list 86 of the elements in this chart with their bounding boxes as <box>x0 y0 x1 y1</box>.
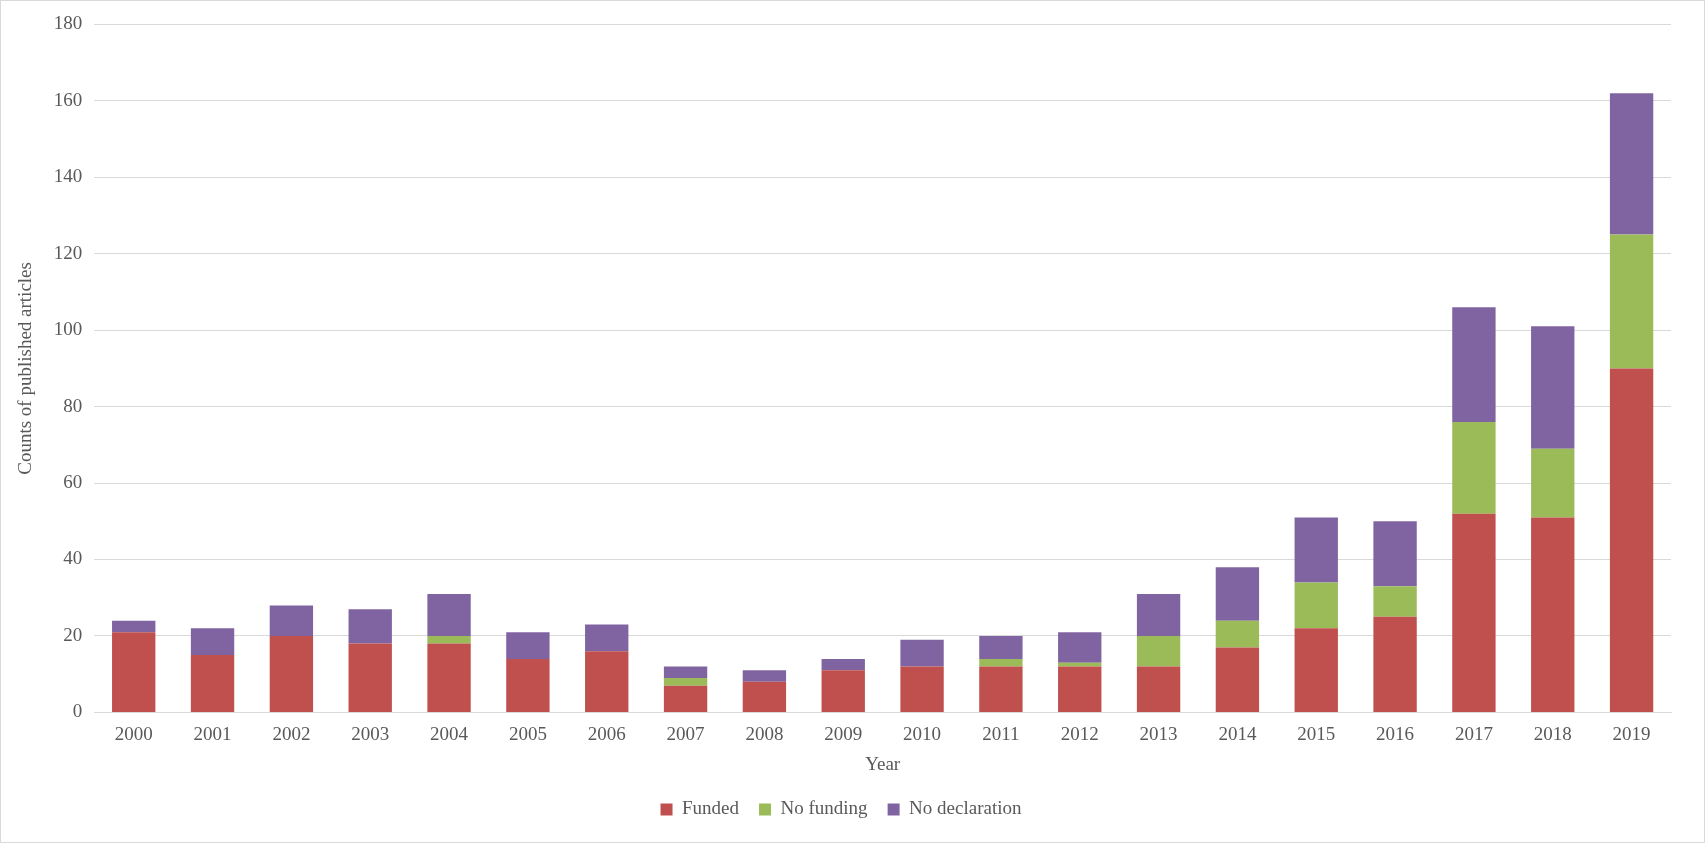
bar <box>190 655 235 712</box>
y-axis-title: Counts of published articles <box>14 262 36 475</box>
bar <box>1136 635 1181 667</box>
bar <box>1609 234 1654 369</box>
y-tick-label: 60 <box>63 471 83 493</box>
x-tick-label: 2006 <box>587 722 626 744</box>
bar <box>1294 628 1338 712</box>
bar <box>1215 620 1260 648</box>
bar <box>979 666 1023 712</box>
x-tick-label: 2019 <box>1612 722 1651 744</box>
bar <box>663 666 708 678</box>
bar <box>663 678 708 686</box>
x-tick-label: 2018 <box>1533 722 1572 744</box>
bar <box>1531 517 1575 712</box>
bar <box>427 635 471 644</box>
bar <box>1373 616 1417 712</box>
x-tick-label: 2003 <box>351 722 390 744</box>
bar <box>742 670 787 682</box>
bar <box>506 658 550 712</box>
x-tick-label: 2010 <box>903 722 942 744</box>
bar <box>663 685 708 712</box>
x-axis-title: Year <box>865 752 901 774</box>
x-tick-label: 2000 <box>114 722 153 744</box>
bar <box>1136 593 1181 636</box>
bar <box>821 658 865 671</box>
bar <box>979 658 1023 667</box>
x-tick-label: 2013 <box>1139 722 1178 744</box>
bar <box>1215 647 1260 712</box>
x-tick-label: 2015 <box>1297 722 1336 744</box>
y-tick-label: 160 <box>53 88 83 110</box>
bar <box>1294 517 1338 583</box>
x-tick-label: 2002 <box>272 722 311 744</box>
bar <box>1215 567 1260 621</box>
bar <box>348 609 392 644</box>
legend-label: No declaration <box>909 797 1022 819</box>
bar <box>112 632 156 712</box>
y-tick-label: 180 <box>53 12 83 34</box>
bar <box>821 670 865 712</box>
x-tick-label: 2007 <box>666 722 705 744</box>
x-tick-label: 2008 <box>745 722 784 744</box>
bar <box>269 635 314 712</box>
bar <box>1452 513 1496 712</box>
bar <box>1531 448 1575 518</box>
y-tick-label: 0 <box>72 700 83 722</box>
bar <box>1058 662 1102 667</box>
bar <box>1452 421 1496 514</box>
bar <box>1058 666 1102 712</box>
y-tick-label: 80 <box>63 394 83 416</box>
x-tick-label: 2005 <box>508 722 547 744</box>
x-tick-label: 2012 <box>1060 722 1099 744</box>
x-tick-label: 2004 <box>430 722 469 744</box>
x-tick-label: 2017 <box>1454 722 1493 744</box>
legend-label: Funded <box>682 797 740 819</box>
bar <box>900 639 944 667</box>
legend-label: No funding <box>780 797 869 819</box>
bar <box>112 620 156 633</box>
bar <box>1609 368 1654 712</box>
bar <box>1531 326 1575 449</box>
x-tick-label: 2009 <box>824 722 863 744</box>
bar <box>348 643 392 712</box>
bar <box>269 605 314 636</box>
bar <box>742 681 787 712</box>
y-tick-label: 20 <box>63 623 83 645</box>
bar <box>1373 586 1417 617</box>
bar <box>900 666 944 712</box>
bar <box>1294 582 1338 629</box>
bar <box>1136 666 1181 712</box>
bar <box>585 651 629 712</box>
bar <box>1609 93 1654 235</box>
bar <box>190 628 235 656</box>
x-tick-label: 2016 <box>1376 722 1415 744</box>
y-tick-label: 120 <box>53 241 83 263</box>
y-tick-label: 100 <box>53 318 83 340</box>
bar <box>1058 632 1102 663</box>
x-tick-label: 2011 <box>982 722 1020 744</box>
bar <box>1452 307 1496 422</box>
y-tick-label: 140 <box>53 165 83 187</box>
bar <box>427 643 471 712</box>
bar <box>585 624 629 652</box>
bar <box>1373 521 1417 587</box>
bar <box>979 635 1023 659</box>
bar <box>506 632 550 659</box>
bar <box>427 593 471 636</box>
x-tick-label: 2014 <box>1218 722 1257 744</box>
y-tick-label: 40 <box>63 547 83 569</box>
x-tick-label: 2001 <box>193 722 232 744</box>
